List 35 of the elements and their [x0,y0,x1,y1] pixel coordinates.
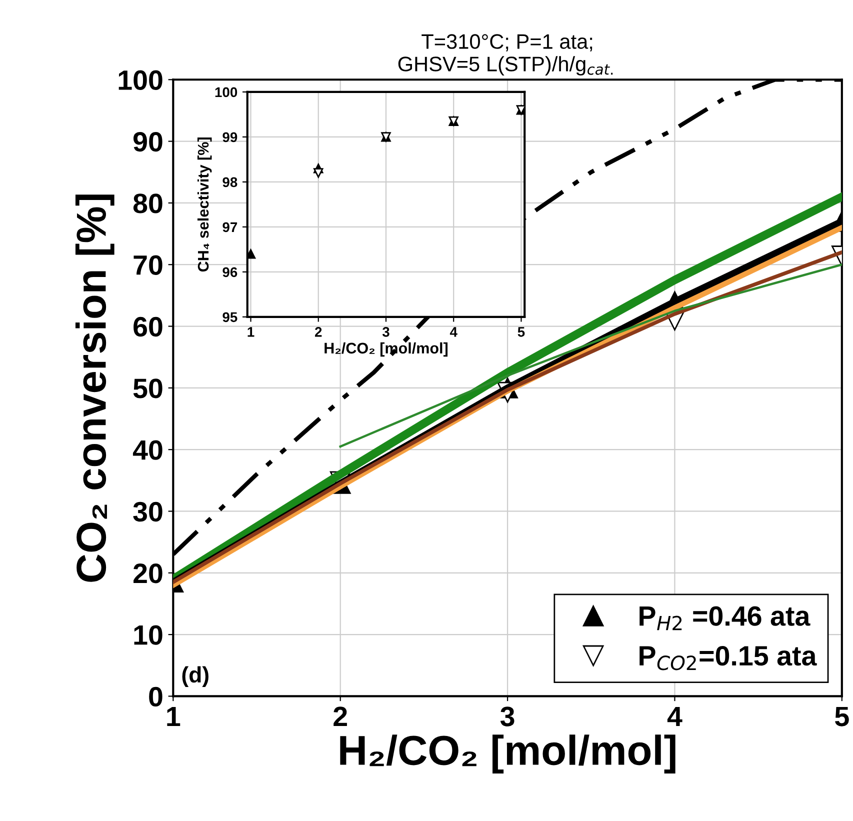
x-tick-label: 2 [314,326,322,337]
x-tick-label: 4 [450,327,458,337]
y-tick-label: 60 [134,316,162,337]
y-tick-label: 98 [222,177,238,188]
y-tick-label: 50 [133,378,162,398]
y-tick-label: 96 [222,267,238,278]
y-tick-label: 10 [134,625,162,645]
x-tick-label: 3 [382,326,390,337]
y-tick-label: 90 [134,132,162,152]
y-tick-label: 0 [149,686,162,707]
chart-title: T=310°C; P=1 ata; GHSV=5 L(STP)/h/g$_{cat.}$ [398,34,613,76]
x-tick-label: 3 [500,706,514,726]
y-tick-label: 99 [222,132,238,142]
legend-label: P$_{CO2}$=0.15 ata [640,646,817,670]
y-axis-title: CH₄ selectivity [%] [197,138,212,272]
annotation: (d) [182,666,208,687]
x-tick-label: 2 [334,706,347,726]
y-axis-title: CO₂ conversion [%] [75,194,114,582]
x-axis-title: H₂/CO₂ [mol/mol] [340,734,676,774]
y-tick-label: 30 [133,502,162,522]
x-tick-label: 5 [835,706,849,726]
y-tick-label: 100 [215,87,238,98]
y-tick-label: 97 [222,222,238,232]
x-tick-label: 1 [248,327,254,337]
legend-label: P$_{H2}$ =0.46 ata [640,606,810,630]
y-tick-label: 95 [222,312,238,322]
x-tick-label: 5 [518,327,525,337]
y-tick-label: 80 [133,194,162,214]
x-tick-label: 1 [167,706,180,726]
y-tick-label: 100 [118,70,162,90]
y-tick-label: 70 [134,255,162,275]
y-tick-label: 20 [134,564,162,584]
x-tick-label: 4 [667,706,682,726]
y-tick-label: 40 [132,440,162,460]
x-axis-title: H₂/CO₂ [mol/mol] [324,342,448,357]
